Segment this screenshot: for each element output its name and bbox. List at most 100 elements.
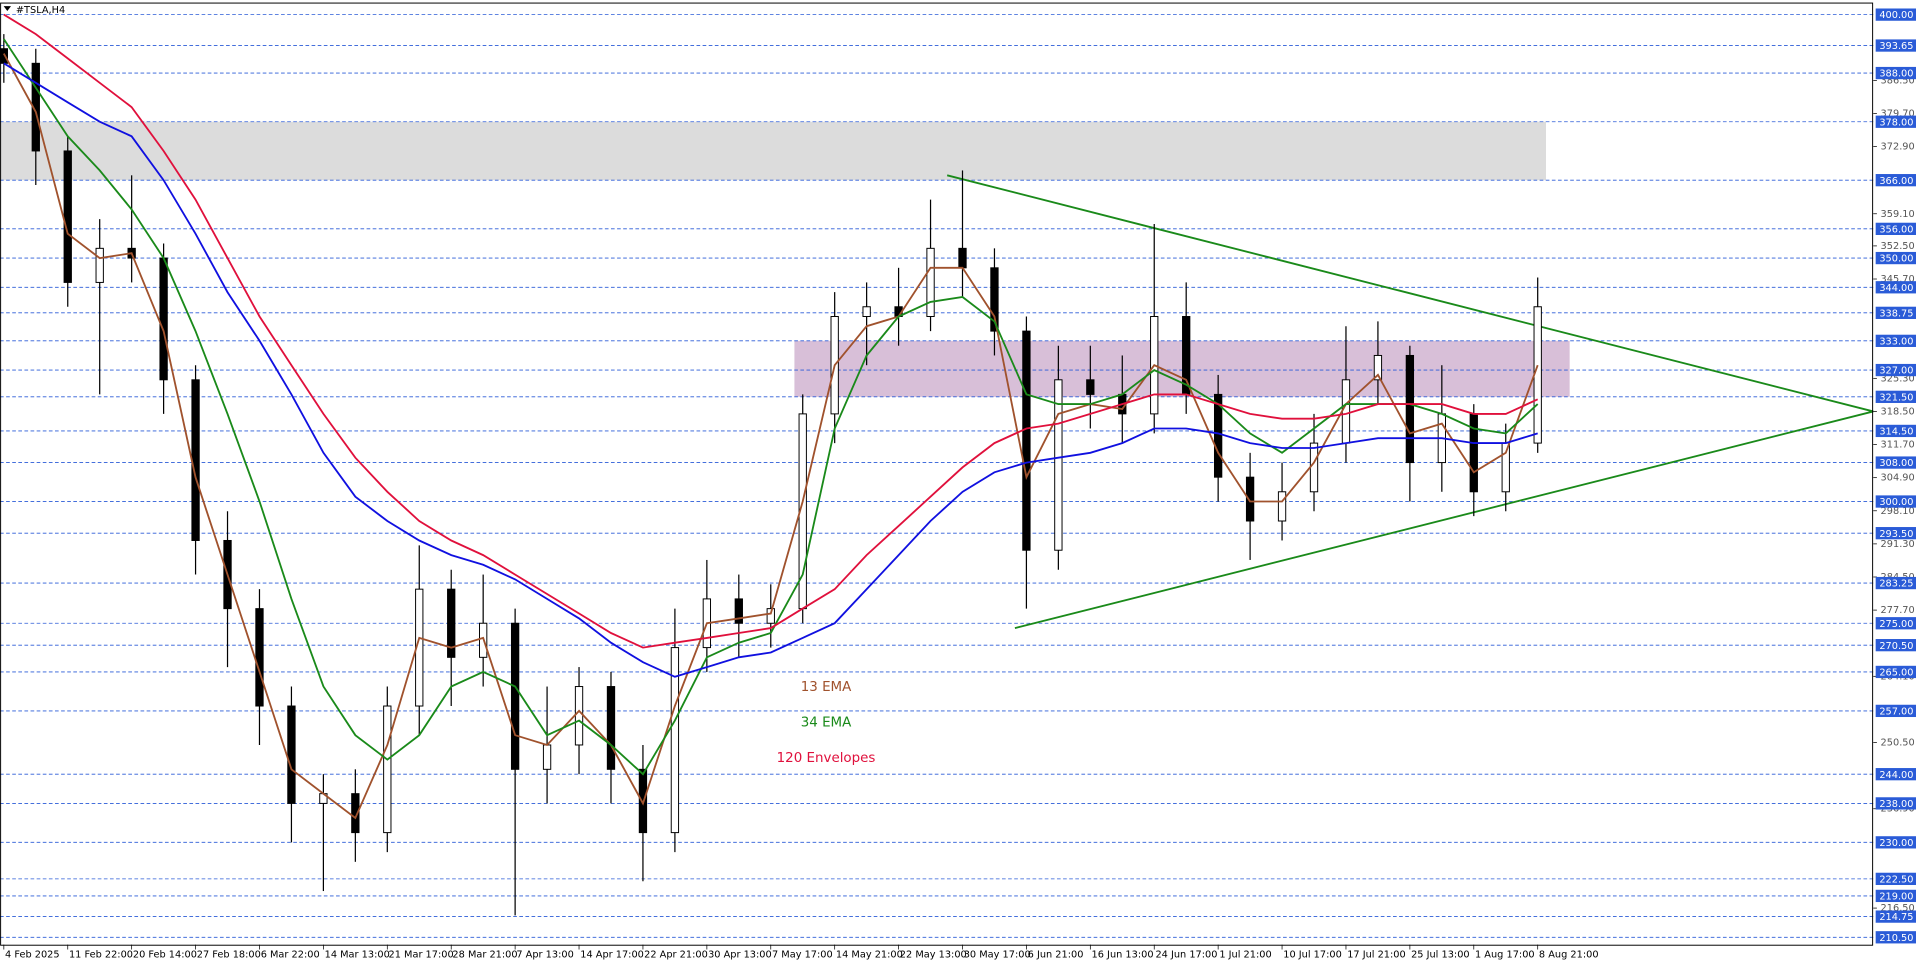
candle-body xyxy=(447,588,456,658)
level-label: 219.00 xyxy=(1879,892,1913,903)
x-tick-label: 21 Mar 17:00 xyxy=(389,949,454,960)
level-label-box xyxy=(1875,931,1916,944)
indicator-line xyxy=(3,38,1539,776)
indicator-line xyxy=(3,62,1538,678)
level-label: 338.75 xyxy=(1879,308,1913,319)
y-tick-label: 216.50 xyxy=(1881,903,1915,914)
x-tick-label: 14 Mar 13:00 xyxy=(325,949,390,960)
y-tick-label: 291.30 xyxy=(1881,539,1915,550)
level-label-box xyxy=(1875,768,1916,781)
x-tick-label: 20 Feb 14:00 xyxy=(133,949,197,960)
x-tick-label: 30 May 17:00 xyxy=(964,949,1031,960)
x-tick-label: 27 Feb 18:00 xyxy=(197,949,261,960)
level-label-box xyxy=(1875,527,1916,540)
plot-frame xyxy=(0,2,1874,946)
menu-arrow[interactable] xyxy=(3,6,11,12)
candle-body xyxy=(0,48,8,64)
candle-body xyxy=(926,247,935,317)
trendline xyxy=(946,174,1874,413)
candle-body xyxy=(670,647,680,834)
x-tick-label: 14 May 21:00 xyxy=(836,949,903,960)
candle-body xyxy=(1277,491,1287,522)
level-label: 378.00 xyxy=(1879,117,1913,128)
x-tick-label: 22 Apr 21:00 xyxy=(644,949,708,960)
level-label: 300.00 xyxy=(1879,497,1913,508)
x-tick-label: 22 May 13:00 xyxy=(900,949,967,960)
level-label-box xyxy=(1875,115,1916,128)
level-label: 293.50 xyxy=(1879,529,1913,540)
level-label-box xyxy=(1875,665,1916,679)
candle-body xyxy=(191,379,200,541)
candle-body xyxy=(63,150,72,283)
x-tick-label: 25 Jul 13:00 xyxy=(1411,949,1470,960)
zone xyxy=(0,121,1547,181)
x-tick-label: 14 Apr 17:00 xyxy=(580,949,644,960)
candle-body xyxy=(958,247,967,269)
candle-body xyxy=(1341,379,1351,444)
axes-layer: 386.50 379.70 372.90 359.10 352.50 345.70 325.… xyxy=(3,8,1916,960)
x-tick-label: 6 Jun 21:00 xyxy=(1028,949,1084,960)
level-label: 321.50 xyxy=(1879,392,1913,403)
level-label: 275.00 xyxy=(1879,619,1913,630)
candle-body xyxy=(510,622,520,770)
level-label-box xyxy=(1875,222,1916,235)
candle-body xyxy=(1245,476,1255,522)
level-label: 265.00 xyxy=(1879,668,1913,679)
candle-body xyxy=(383,705,392,834)
level-label: 283.25 xyxy=(1879,579,1913,590)
level-label-box xyxy=(1875,639,1916,652)
level-label-box xyxy=(1875,8,1916,21)
x-tick-label: 24 Jun 17:00 xyxy=(1155,949,1217,960)
candle-body xyxy=(255,608,264,707)
y-tick-label: 311.70 xyxy=(1881,440,1915,451)
indicator-line xyxy=(2,53,1539,820)
level-label-box xyxy=(1875,872,1916,886)
candle-body xyxy=(574,686,584,746)
bands-layer xyxy=(0,121,1570,397)
legend-label: 120 Envelopes xyxy=(777,751,876,766)
level-label-box xyxy=(1875,39,1916,52)
level-label: 344.00 xyxy=(1879,283,1913,294)
candle-body xyxy=(990,267,999,332)
y-tick-label: 352.50 xyxy=(1881,241,1915,252)
candle-body xyxy=(606,686,616,770)
x-tick-label: 11 Feb 22:00 xyxy=(69,949,133,960)
indicator-line xyxy=(3,13,1539,649)
y-tick-label: 379.70 xyxy=(1881,108,1915,119)
level-label-box xyxy=(1875,66,1916,80)
candle-body xyxy=(1054,379,1063,551)
candle-body xyxy=(862,306,871,317)
level-label: 350.00 xyxy=(1879,254,1913,265)
legend-label: 13 EMA xyxy=(801,680,852,695)
trendline xyxy=(1014,410,1874,630)
level-label-box xyxy=(1875,704,1916,718)
level-label: 314.50 xyxy=(1879,427,1913,438)
candle-body xyxy=(287,705,296,804)
level-label-box xyxy=(1875,424,1916,438)
candle-body xyxy=(1533,306,1542,444)
candle-body xyxy=(1309,442,1319,493)
level-label: 214.75 xyxy=(1879,912,1913,923)
level-label: 393.65 xyxy=(1879,41,1913,52)
y-tick-label: 298.10 xyxy=(1881,506,1915,517)
level-label-box xyxy=(1875,174,1916,187)
y-tick-label: 325.30 xyxy=(1881,373,1915,384)
level-label-box xyxy=(1875,889,1916,903)
y-tick-label: 345.70 xyxy=(1881,274,1915,285)
x-tick-label: 8 Aug 21:00 xyxy=(1539,949,1599,960)
y-tick-label: 318.50 xyxy=(1881,406,1915,417)
x-tick-label: 7 May 17:00 xyxy=(772,949,833,960)
candle-body xyxy=(95,247,104,283)
level-label: 238.00 xyxy=(1879,799,1913,810)
y-tick-label: 386.50 xyxy=(1881,75,1915,86)
y-tick-label: 277.70 xyxy=(1881,605,1915,616)
level-label-box xyxy=(1875,495,1916,508)
level-label: 333.00 xyxy=(1879,336,1913,347)
level-label-box xyxy=(1875,836,1916,849)
x-tick-label: 1 Aug 17:00 xyxy=(1475,949,1535,960)
level-label-box xyxy=(1875,390,1916,403)
level-label-box xyxy=(1875,251,1916,265)
x-tick-label: 7 Apr 13:00 xyxy=(516,949,573,960)
candle-body xyxy=(1469,413,1478,493)
